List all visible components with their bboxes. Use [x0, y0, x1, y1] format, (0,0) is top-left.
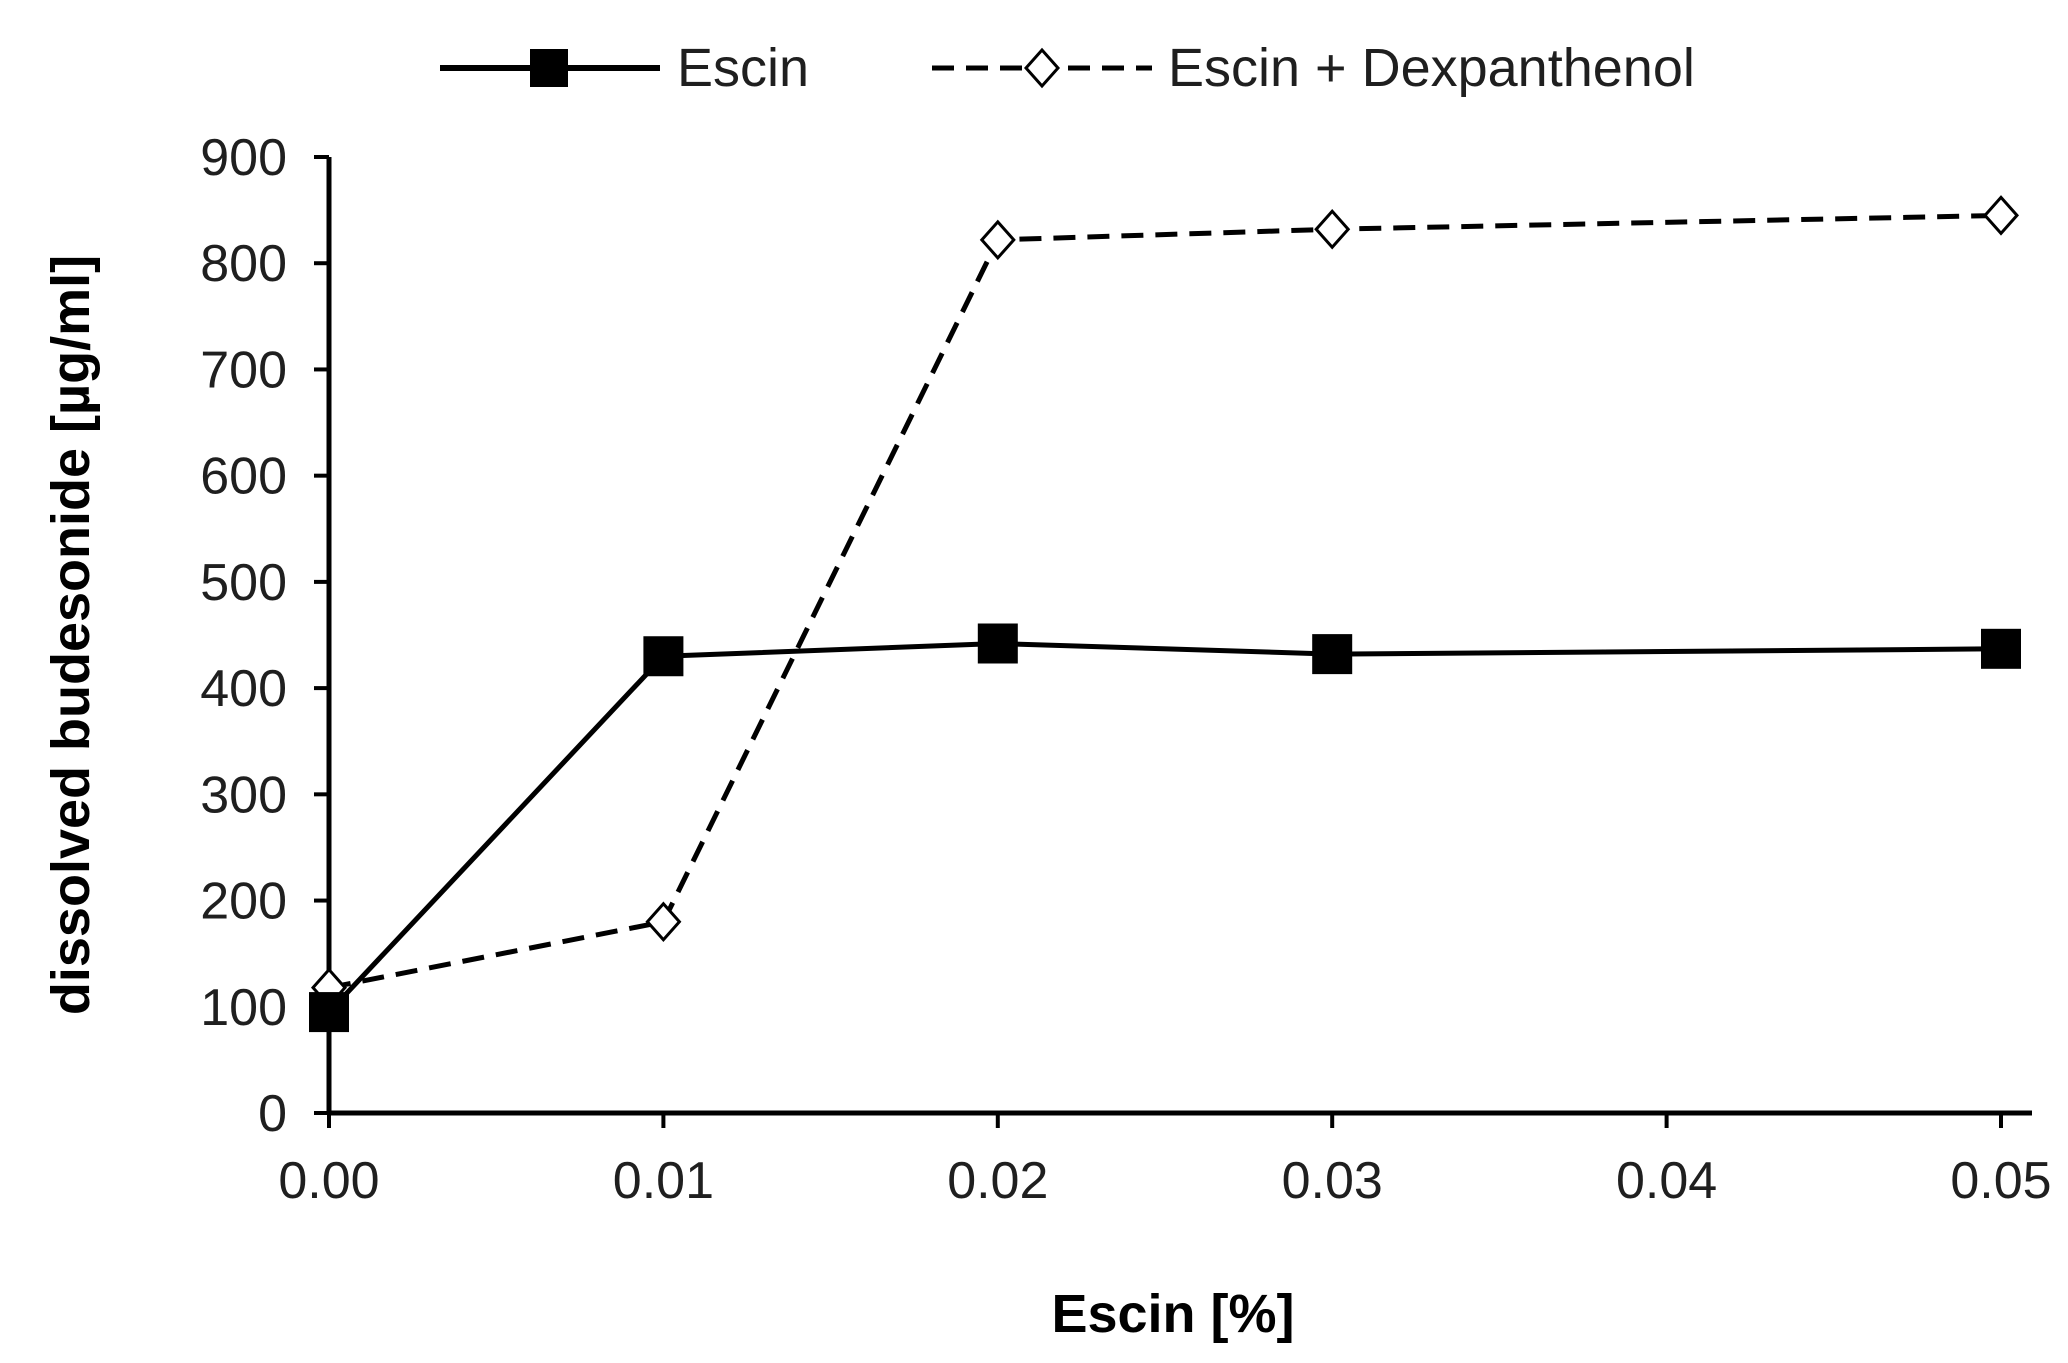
legend: Escin Escin + Dexpanthenol	[440, 38, 1695, 98]
data-point-escin-dexpanthenol	[1982, 195, 2020, 236]
x-ticks: 0.00 0.01 0.02 0.03 0.04 0.05	[278, 1113, 2052, 1210]
x-tick-label: 0.04	[1616, 1152, 1717, 1210]
legend-item-escin-dexpanthenol: Escin + Dexpanthenol	[932, 38, 1695, 98]
x-axis-title: Escin [%]	[1051, 1284, 1294, 1344]
x-tick-label: 0.01	[613, 1152, 714, 1210]
legend-marker-escin	[530, 49, 568, 87]
legend-label-escin-dexpanthenol: Escin + Dexpanthenol	[1168, 38, 1695, 98]
y-tick-label: 200	[200, 873, 287, 931]
y-tick-label: 800	[200, 235, 287, 293]
y-tick-label: 900	[200, 129, 287, 187]
y-tick-label: 600	[200, 448, 287, 506]
plot-area	[309, 195, 2021, 1033]
y-tick-label: 300	[200, 766, 287, 824]
data-point-escin	[977, 623, 1018, 664]
series-line-escin-dexpanthenol	[328, 212, 2002, 991]
x-tick-label: 0.03	[1282, 1152, 1383, 1210]
legend-item-escin: Escin	[440, 38, 809, 98]
legend-marker-escin-dexpanthenol	[1023, 47, 1061, 89]
y-ticks: 0 100 200 300 400 500 600 700 800 900	[200, 129, 329, 1143]
y-tick-label: 500	[200, 554, 287, 612]
data-point-escin-dexpanthenol	[1314, 208, 1351, 250]
series-line-escin	[327, 640, 2002, 1014]
x-tick-label: 0.00	[278, 1152, 379, 1210]
data-point-escin	[309, 992, 349, 1033]
y-tick-label: 400	[200, 660, 287, 718]
y-tick-label: 700	[200, 341, 287, 399]
data-point-escin-dexpanthenol	[979, 219, 1016, 261]
data-point-escin-dexpanthenol	[645, 901, 682, 943]
data-point-escin	[643, 636, 684, 677]
y-tick-label: 0	[258, 1085, 287, 1143]
y-axis-title: dissolved budesonide [µg/ml]	[41, 255, 101, 1015]
legend-label-escin: Escin	[677, 38, 809, 98]
x-tick-label: 0.05	[1950, 1152, 2051, 1210]
data-point-escin	[1312, 634, 1353, 675]
y-tick-label: 100	[200, 979, 287, 1037]
data-point-escin	[1981, 628, 2021, 669]
x-tick-label: 0.02	[947, 1152, 1048, 1210]
